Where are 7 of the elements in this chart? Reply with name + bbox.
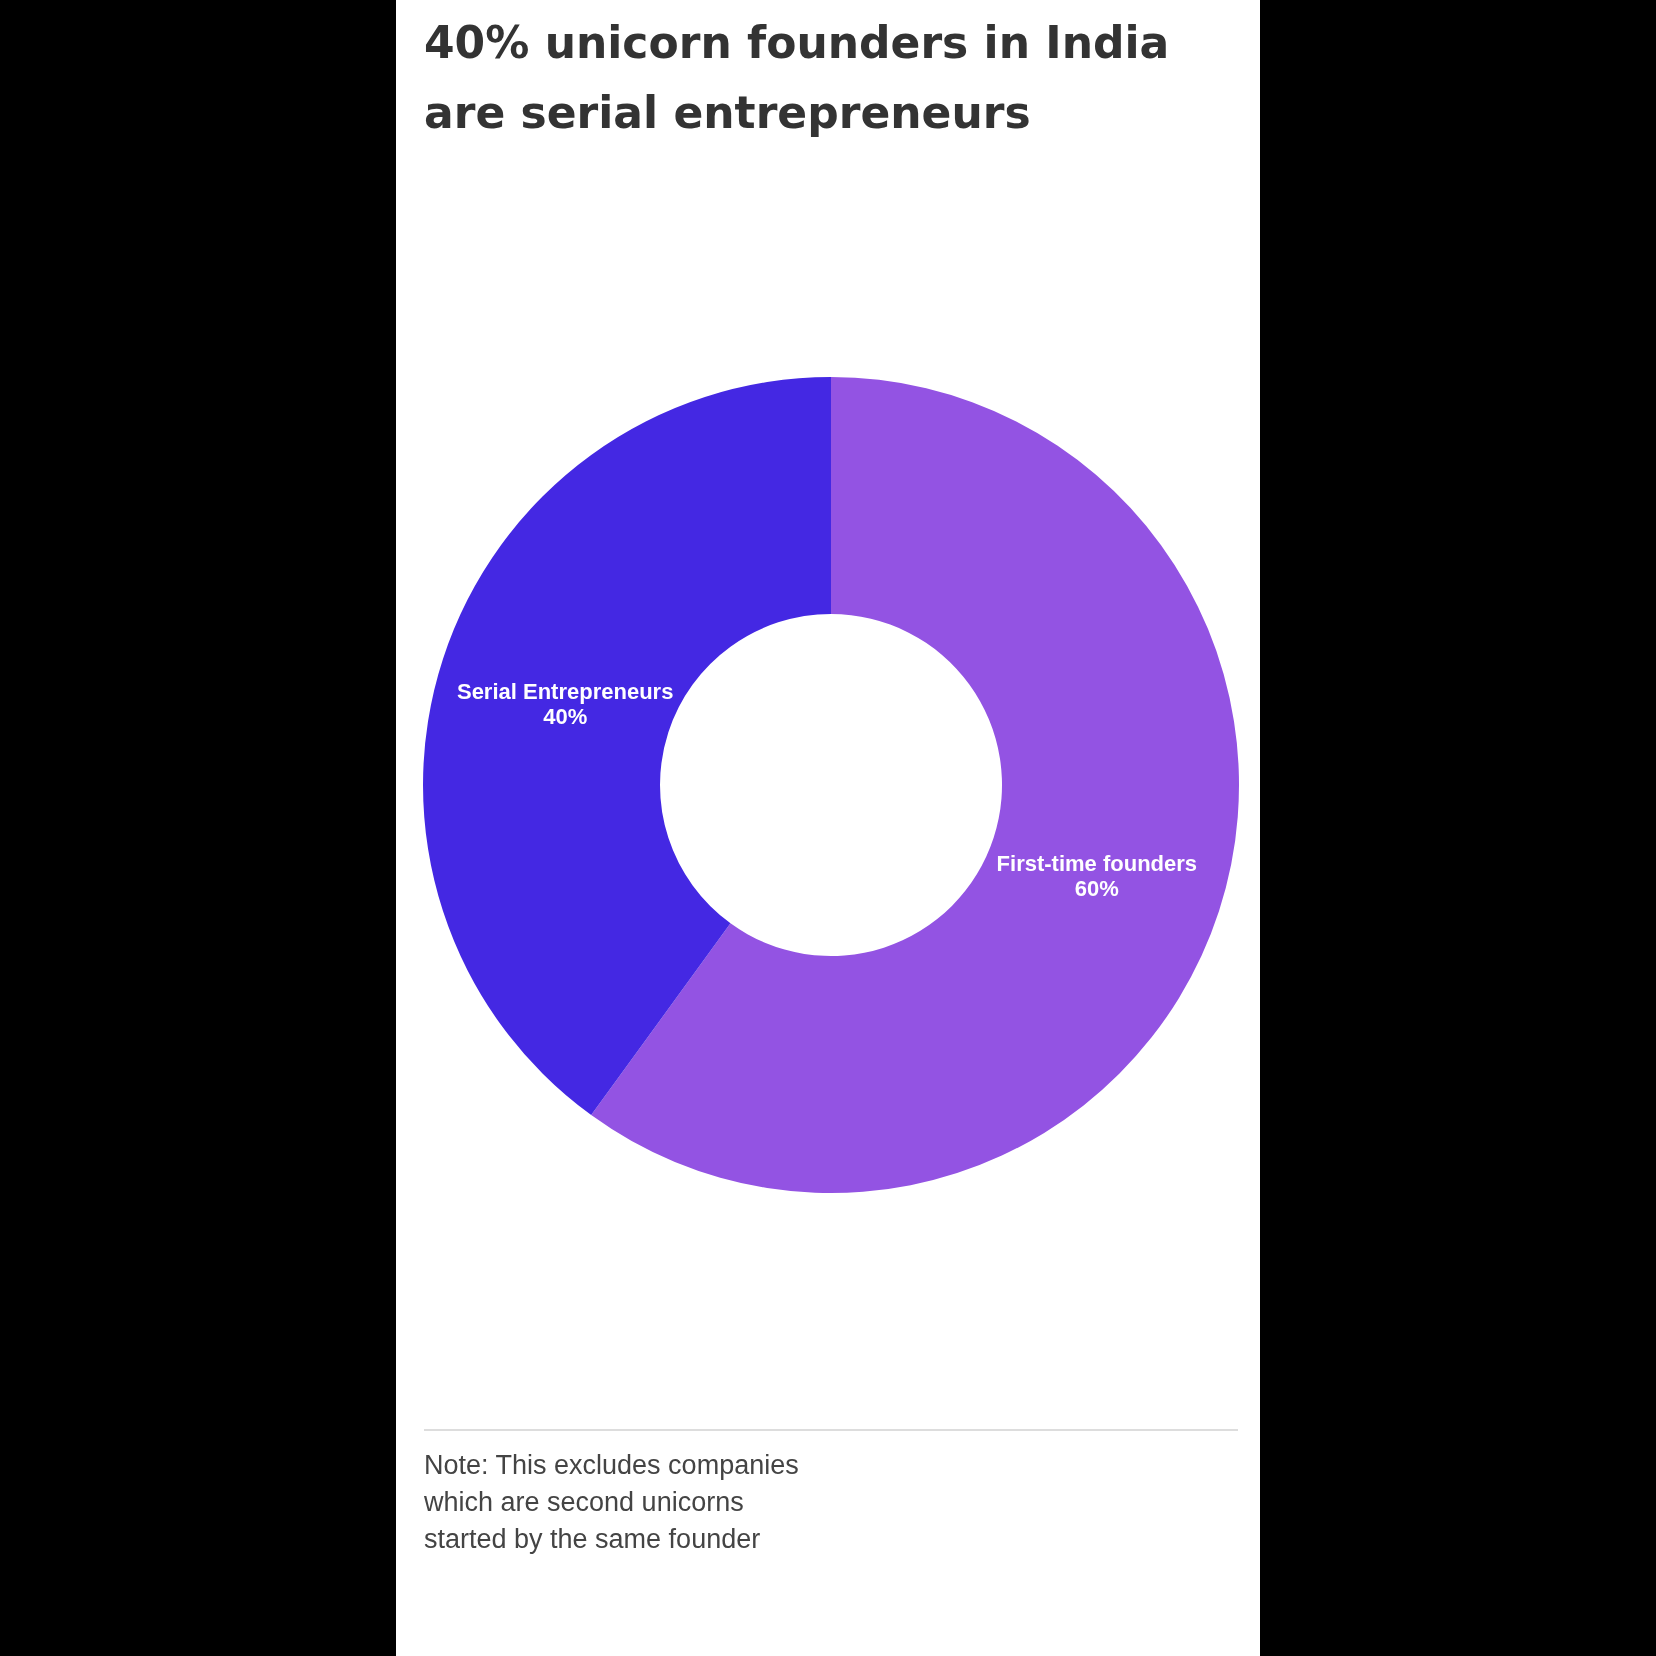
text: Note: This excludes companies which are second unicorns started by the same founder (423, 1450, 799, 1554)
data-label: 60% (1074, 876, 1119, 902)
data-label: 40% (543, 703, 588, 729)
slice-label: Serial Entrepreneurs (456, 678, 674, 704)
chart-title: 40% unicorn founders in India are serial entrepreneurs (424, 17, 1170, 138)
slice-label: First-time founders (996, 851, 1198, 877)
donut-slice (423, 377, 831, 1116)
